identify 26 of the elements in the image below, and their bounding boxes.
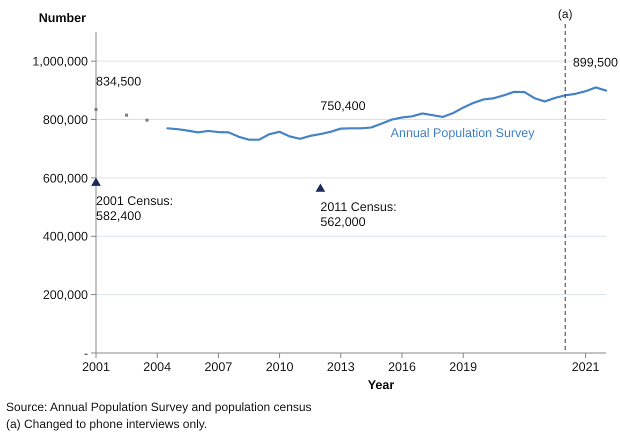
x-tick-label: 2007 (204, 360, 232, 374)
series-label: Annual Population Survey (390, 126, 536, 140)
line-series (166, 86, 608, 141)
text: (a) (558, 7, 573, 21)
x-tick-label: 2010 (266, 360, 294, 374)
x-tick-label: 2001 (82, 360, 110, 374)
source-note: Source: Annual Population Survey and population census (6, 400, 312, 414)
annotation: 899,500 (572, 56, 618, 70)
x-tick-label: 2016 (388, 360, 416, 374)
y-tick-label: - (84, 346, 88, 360)
annotation: 2011 Census: 562,000 (320, 200, 397, 229)
y-tick-label: 600,000 (42, 171, 88, 186)
x-tick-label: 2021 (572, 360, 600, 374)
annotation: 834,500 (96, 74, 142, 88)
annotation: 2001 Census: 582,400 (96, 194, 174, 224)
x-tick-label: 2004 (143, 360, 172, 374)
y-tick-label: 400,000 (42, 230, 88, 244)
y-tick-label: 1,000,000 (32, 54, 88, 69)
y-tick-label: 200,000 (42, 288, 88, 302)
x-tick-label: 2019 (449, 360, 478, 374)
text: (a) Changed to phone interviews only. (6, 417, 208, 431)
annotation: 750,400 (320, 99, 366, 114)
x-tick-label: 2013 (326, 360, 355, 374)
y-axis-title: Number (38, 11, 86, 25)
y-tick-label: 800,000 (42, 112, 88, 127)
x-axis-title: Year (368, 378, 394, 392)
